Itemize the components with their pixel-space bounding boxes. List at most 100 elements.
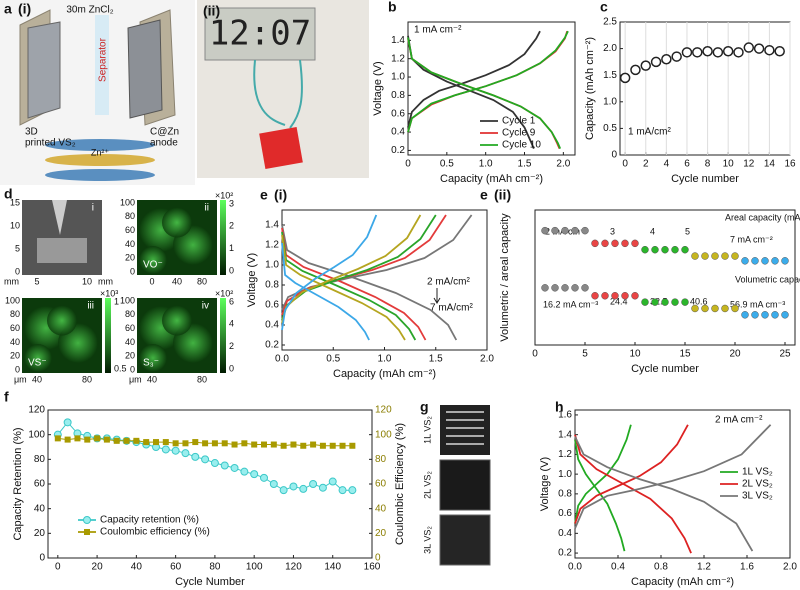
cathode-lattice [27, 21, 61, 119]
map-y-tick: 60 [125, 225, 135, 235]
panel-a-ii: 12:07 (ii) [197, 0, 369, 178]
point [741, 257, 749, 265]
x-tick-label: 0.4 [611, 562, 625, 573]
x-tick-label: 2.0 [783, 562, 797, 573]
series-line [407, 30, 541, 128]
y2-tick-label: 40 [375, 503, 387, 514]
map-y-tick: 20 [10, 351, 20, 361]
x-tick-label: 1.5 [518, 159, 532, 170]
y-tick-label: 80 [34, 454, 46, 465]
point [181, 449, 190, 458]
map-y-tick: 80 [125, 309, 135, 319]
point [661, 245, 669, 254]
series-line [574, 439, 626, 552]
panel-label: d [4, 186, 13, 202]
y-tick-label: 0.2 [391, 145, 405, 156]
colorbar-scale: ×10² [215, 190, 233, 200]
map-x-tick: 0 [149, 276, 154, 286]
annotation: 5 [685, 226, 690, 236]
point [741, 311, 749, 319]
point [309, 480, 318, 488]
x-tick-label: 0 [532, 349, 538, 360]
point [211, 440, 218, 447]
x-axis-label: Capacity (mAh cm⁻²) [631, 576, 734, 588]
point [671, 298, 679, 306]
y2-tick-label: 80 [375, 454, 387, 465]
point [611, 239, 619, 248]
x-tick-label: 20 [92, 562, 104, 573]
colorbar-label: 6 [229, 296, 234, 306]
y-tick-label: 0.8 [391, 90, 405, 101]
point [721, 304, 729, 313]
y-tick-label: 1.0 [265, 260, 279, 271]
x-tick-label: 10 [723, 159, 735, 170]
map-y-tick: 60 [125, 323, 135, 333]
map-unit: μm [14, 374, 27, 384]
point [328, 477, 337, 486]
y-tick-label: 1.4 [558, 429, 572, 440]
y-tick-label: 2.0 [603, 43, 617, 54]
panel-label: b [388, 0, 397, 15]
ion-label: Zn²⁺ [91, 147, 110, 157]
map-x-tick: 80 [82, 374, 92, 384]
point [731, 304, 739, 313]
point [591, 239, 599, 248]
anode-label: anode [150, 138, 178, 149]
point [691, 252, 699, 260]
y-axis-label: Voltage (V) [539, 457, 551, 511]
point [640, 60, 652, 71]
point [84, 436, 91, 443]
point [269, 480, 278, 488]
y-tick-label: 0.8 [265, 280, 279, 291]
point [711, 252, 719, 260]
annotation: 2 mA/cm² [427, 277, 470, 288]
point [220, 461, 229, 470]
y-tick-label: 0.4 [265, 320, 279, 331]
point [241, 440, 248, 447]
point [54, 435, 61, 442]
map-y-tick: 0 [130, 364, 135, 374]
annotation: 4 [650, 226, 655, 236]
clock [204, 7, 316, 61]
point [113, 437, 120, 444]
y-tick-label: 0.2 [558, 548, 572, 559]
species-label: VS⁻ [28, 358, 47, 369]
y2-tick-label: 0 [375, 553, 381, 564]
annotation: 32.5 [650, 296, 668, 306]
point [721, 252, 729, 260]
plot-frame [407, 21, 576, 156]
point [192, 439, 199, 446]
cathode-label: printed VS₂ [25, 138, 76, 149]
x-tick-label: 15 [679, 349, 691, 360]
map-y-tick: 0 [130, 266, 135, 276]
map-tag: i [92, 203, 94, 214]
x-tick-label: 1.6 [740, 562, 754, 573]
point [651, 245, 659, 254]
map-y-tick: 100 [120, 197, 135, 207]
y-tick-label: 60 [34, 479, 46, 490]
point [733, 47, 744, 58]
point [251, 441, 258, 448]
map-y-tick: 100 [120, 295, 135, 305]
point [621, 239, 629, 248]
point [551, 226, 559, 235]
panel-sub: (ii) [203, 3, 220, 19]
map-unit: mm [4, 276, 19, 286]
sample-photo [440, 405, 490, 455]
map-unit: mm [98, 276, 113, 286]
x-axis-label: Cycle number [631, 363, 699, 375]
annotation: 3 [610, 226, 615, 236]
series-line [281, 224, 458, 341]
map-y-tick: 80 [125, 211, 135, 221]
point [571, 284, 579, 292]
point [692, 47, 703, 58]
map-tag: iv [202, 301, 209, 312]
point [743, 42, 755, 53]
panel-sub: (i) [274, 187, 287, 203]
y-tick-label: 0.4 [558, 528, 572, 539]
y2-tick-label: 100 [375, 429, 392, 440]
plot-frame [534, 209, 796, 346]
sem-tip [52, 200, 67, 235]
